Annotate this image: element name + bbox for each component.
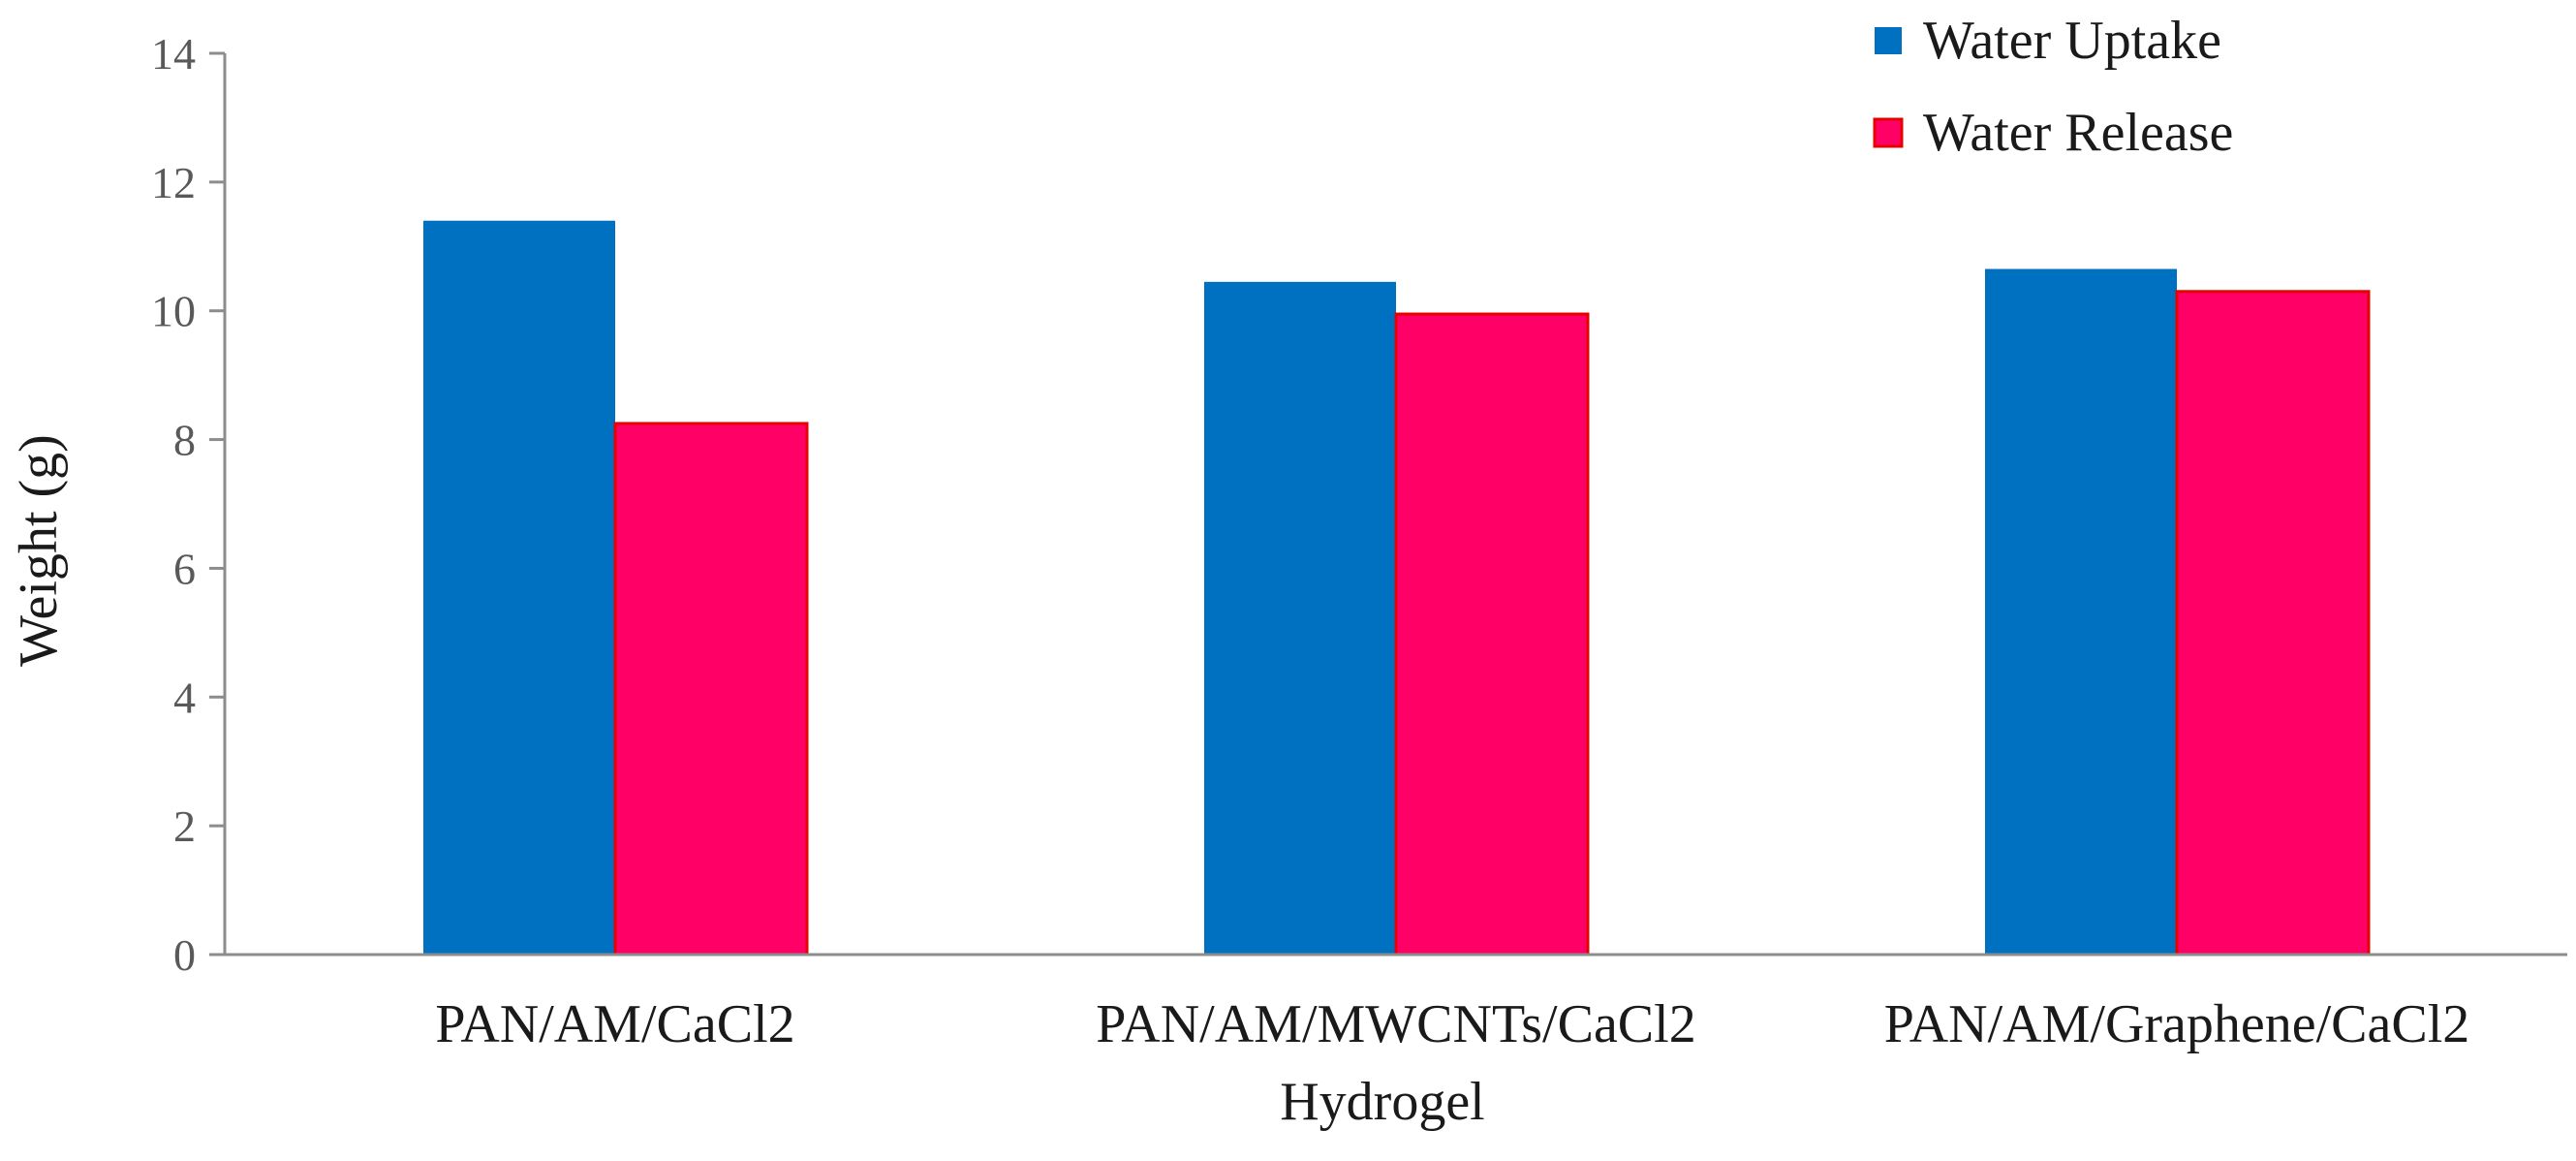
y-axis: 0 2 4 6 8 10 12 14: [151, 29, 227, 980]
bar-water-uptake: [1985, 268, 2177, 955]
y-tick-label: 0: [173, 930, 196, 980]
x-axis: PAN/AM/CaCl2 PAN/AM/MWCNTs/CaCl2 PAN/AM/Gr…: [225, 953, 2567, 1054]
bar-water-release: [1394, 312, 1590, 957]
bar-water-release: [2175, 290, 2371, 957]
legend: Water Uptake Water Release: [1873, 11, 2233, 163]
y-tick-label: 10: [151, 287, 196, 336]
legend-label: Water Release: [1923, 103, 2233, 163]
y-axis-title: Weight (g): [9, 434, 69, 667]
y-tick-label: 14: [151, 29, 196, 78]
legend-label: Water Uptake: [1923, 11, 2221, 71]
y-tick-label: 2: [173, 801, 196, 851]
x-category-label: PAN/AM/CaCl2: [435, 994, 794, 1054]
bar-water-uptake: [1204, 281, 1396, 956]
y-tick-label: 4: [173, 673, 196, 722]
x-category-label: PAN/AM/MWCNTs/CaCl2: [1096, 994, 1695, 1054]
bar-water-uptake: [423, 220, 615, 955]
legend-swatch: [1873, 117, 1904, 148]
y-tick-label: 8: [173, 416, 196, 465]
y-tick-label: 6: [173, 544, 196, 593]
x-axis-title: Hydrogel: [1280, 1072, 1485, 1132]
bars: [423, 220, 2371, 957]
x-category-label: PAN/AM/Graphene/CaCl2: [1884, 994, 2470, 1054]
bar-water-release: [613, 422, 809, 957]
y-tick-label: 12: [151, 158, 196, 207]
legend-swatch: [1875, 27, 1902, 54]
